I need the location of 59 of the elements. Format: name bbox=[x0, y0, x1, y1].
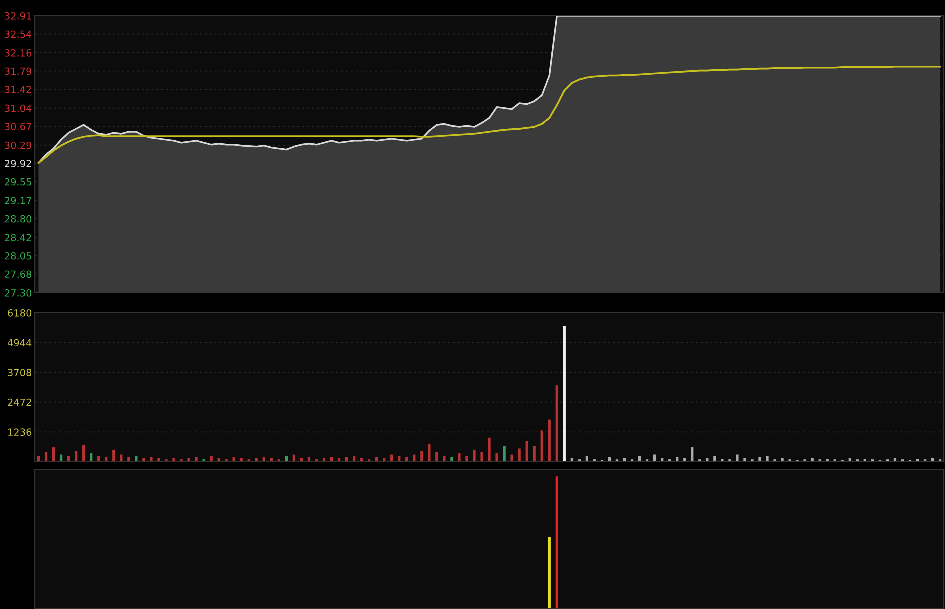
bar bbox=[458, 454, 461, 462]
bar bbox=[466, 456, 468, 462]
bar bbox=[443, 456, 446, 462]
y-tick-label: 31.42 bbox=[5, 86, 32, 94]
bar bbox=[548, 420, 551, 462]
y-tick-label: 1236 bbox=[8, 428, 32, 436]
bar bbox=[112, 450, 116, 462]
line-series bbox=[38, 66, 942, 164]
bar bbox=[473, 450, 476, 462]
bar bbox=[172, 458, 176, 462]
bar bbox=[450, 457, 454, 462]
bar bbox=[420, 451, 424, 462]
bar bbox=[210, 456, 213, 462]
y-tick-label: 31.04 bbox=[5, 104, 32, 112]
y-tick-label: 27.30 bbox=[5, 289, 32, 297]
bar bbox=[563, 326, 566, 462]
y-tick-label: 27.68 bbox=[5, 270, 32, 278]
bar bbox=[75, 451, 78, 462]
bar bbox=[503, 446, 506, 462]
bar bbox=[736, 454, 739, 462]
bar bbox=[496, 454, 498, 462]
y-tick-label: 6180 bbox=[8, 309, 32, 317]
y-tick-label: 28.05 bbox=[5, 252, 32, 260]
bar bbox=[195, 457, 198, 462]
bar bbox=[758, 457, 762, 462]
y-tick-label: 4944 bbox=[8, 339, 32, 347]
bar bbox=[428, 444, 431, 462]
y-tick-label: 29.55 bbox=[5, 178, 32, 186]
bar bbox=[158, 458, 160, 462]
y-tick-label: 30.29 bbox=[5, 142, 32, 150]
y-tick-label: 28.80 bbox=[5, 215, 32, 223]
y-tick-label: 28.42 bbox=[5, 234, 32, 242]
bar bbox=[90, 454, 93, 462]
bar bbox=[766, 456, 769, 462]
bar bbox=[556, 386, 558, 462]
bar bbox=[188, 458, 190, 462]
bar bbox=[488, 438, 491, 462]
y-tick-label: 2472 bbox=[8, 398, 32, 406]
bar bbox=[781, 458, 784, 462]
y-tick-label: 3708 bbox=[8, 369, 32, 376]
bar bbox=[540, 430, 544, 462]
bar bbox=[52, 448, 56, 462]
bar bbox=[480, 452, 484, 462]
bar bbox=[142, 458, 146, 462]
y-tick-label: 29.92 bbox=[5, 160, 32, 168]
bar bbox=[691, 448, 694, 462]
y-tick-label: 32.16 bbox=[5, 50, 32, 57]
bar bbox=[518, 448, 521, 462]
bar bbox=[82, 445, 86, 462]
y-tick-label: 32.54 bbox=[5, 30, 32, 38]
bar bbox=[436, 452, 438, 462]
y-tick-label: 29.17 bbox=[5, 197, 32, 204]
bar bbox=[744, 458, 746, 462]
bar bbox=[150, 457, 153, 462]
bar bbox=[533, 446, 536, 462]
y-tick-label: 30.67 bbox=[5, 123, 32, 130]
y-tick-label: 31.79 bbox=[5, 68, 32, 76]
y-tick-label: 32.91 bbox=[5, 12, 32, 20]
bar bbox=[526, 442, 528, 462]
